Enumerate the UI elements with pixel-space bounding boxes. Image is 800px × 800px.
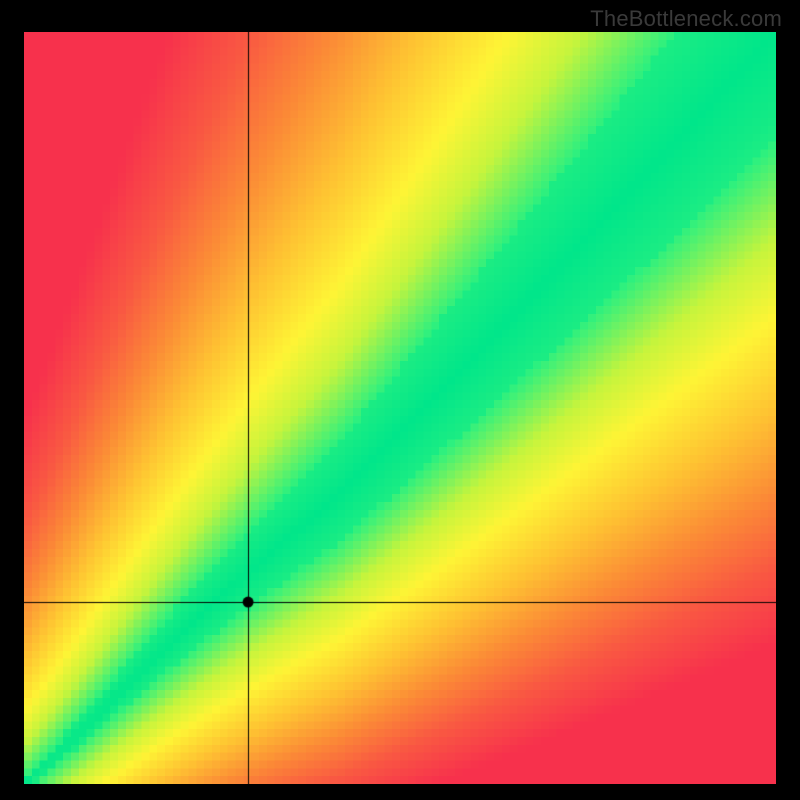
crosshair-overlay <box>24 32 776 784</box>
watermark-text: TheBottleneck.com <box>590 6 782 32</box>
bottleneck-heatmap-frame: TheBottleneck.com <box>0 0 800 800</box>
